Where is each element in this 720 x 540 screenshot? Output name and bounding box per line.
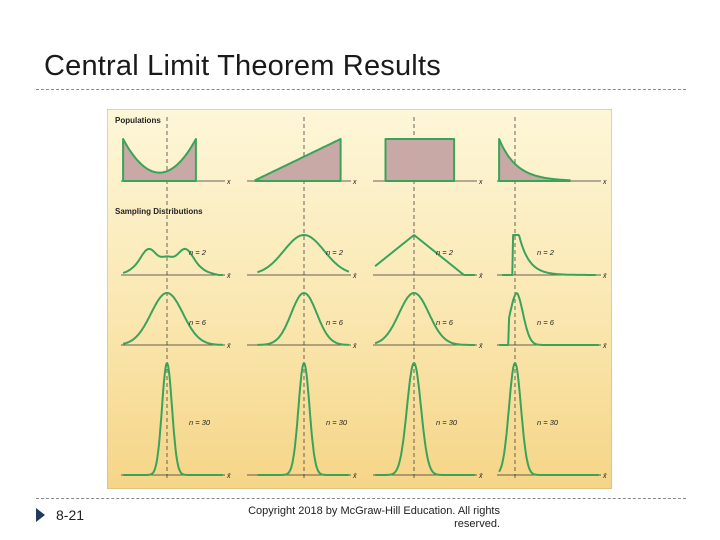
axis-label: x̄ [352,343,357,350]
sample-size-label: n = 6 [436,318,454,327]
axis-label: x̄ [226,273,231,280]
sampling-curve [502,234,596,276]
slide-title: Central Limit Theorem Results [44,50,441,82]
sampling-curve [257,234,350,274]
distribution-panels: x x̄ x̄ x̄ x x̄ x̄ x̄ x x̄ x̄ x̄ x x̄ x̄ x̄ n = 2 n = 2 n … [121,117,607,481]
sampling-curve [122,247,224,276]
sampling-curve [122,362,224,476]
sample-size-label: n = 6 [189,318,207,327]
population-shape-exponential [498,138,571,182]
axis-label: x̄ [352,273,357,280]
sampling-curve [374,234,476,276]
sample-size-label: n = 2 [436,248,454,257]
axis-label: x̄ [226,343,231,350]
sample-size-label: n = 2 [326,248,344,257]
population-shape-right-triangular [254,138,342,182]
sampling-curve [498,362,600,476]
populations-label: Populations [115,116,161,125]
axis-label: x [602,179,607,186]
axis-label: x̄ [478,473,483,480]
sampling-curve [374,362,476,476]
sample-size-label: n = 30 [189,418,211,427]
footer-divider [36,498,686,499]
sample-size-label: n = 30 [436,418,458,427]
axis-label: x̄ [602,273,607,280]
sample-size-label: n = 30 [537,418,559,427]
sampling-curve [257,292,350,346]
sample-size-label: n = 6 [537,318,555,327]
slide-number: 8-21 [56,507,85,523]
sampling-curve [122,292,224,346]
copyright-notice: Copyright 2018 by McGraw-Hill Education.… [248,505,500,530]
axis-label: x̄ [352,473,357,480]
sample-size-label: n = 30 [326,418,348,427]
sampling-curve [374,292,476,346]
axis-label: x̄ [478,273,483,280]
clt-figure: Populations Sampling Distributions x x̄ x̄… [107,109,612,489]
axis-label: x̄ [478,343,483,350]
axis-label: x [352,179,357,186]
axis-label: x̄ [226,473,231,480]
sampling-distributions-label: Sampling Distributions [115,207,203,216]
axis-label: x̄ [602,343,607,350]
title-divider [36,89,686,90]
population-shape-uniform [384,138,456,182]
axis-label: x [478,179,483,186]
sampling-curve [498,292,600,346]
population-shape-u-shaped [122,138,197,182]
sample-size-label: n = 6 [326,318,344,327]
axis-label: x [226,179,231,186]
sample-size-label: n = 2 [537,248,555,257]
sample-size-label: n = 2 [189,248,207,257]
bullet-arrow-icon [36,508,45,522]
axis-label: x̄ [602,473,607,480]
sampling-curve [257,362,350,476]
